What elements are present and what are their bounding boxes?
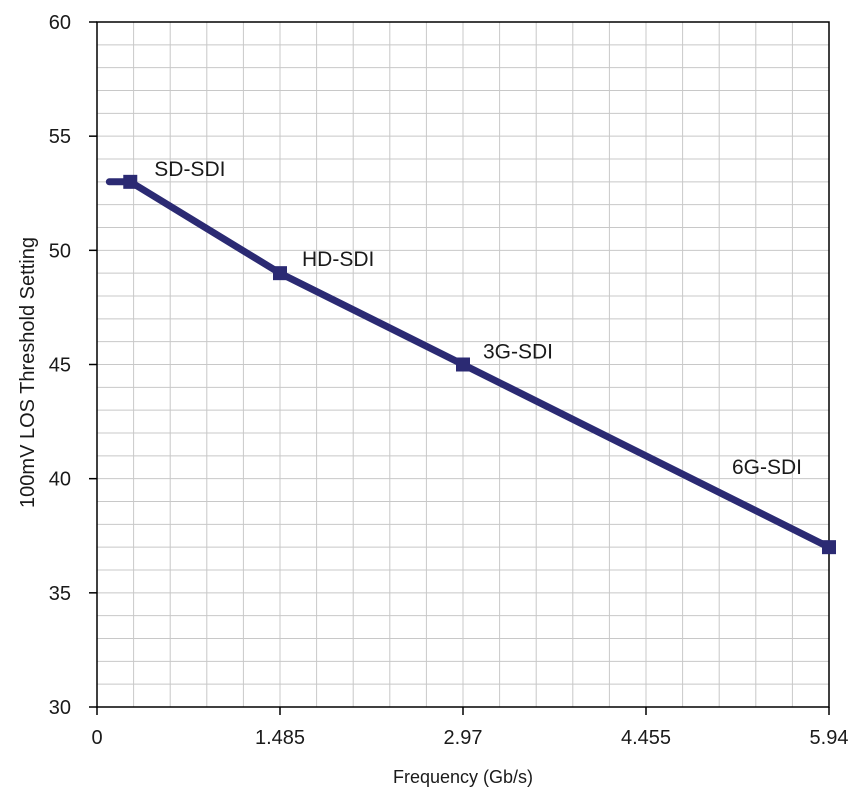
x-tick-label: 2.97 bbox=[444, 727, 483, 749]
y-axis-ticks: 30 35 40 45 50 55 60 bbox=[49, 12, 97, 719]
y-tick-label: 55 bbox=[49, 126, 71, 148]
y-tick-label: 50 bbox=[49, 240, 71, 262]
y-axis-title: 100mV LOS Threshold Setting bbox=[17, 237, 39, 508]
x-tick-label: 5.94 bbox=[810, 727, 849, 749]
y-tick-label: 60 bbox=[49, 12, 71, 34]
point-labels: SD-SDI HD-SDI 3G-SDI 6G-SDI bbox=[154, 158, 802, 479]
grid-lines bbox=[97, 22, 829, 707]
y-tick-label: 40 bbox=[49, 469, 71, 491]
data-point-label: 6G-SDI bbox=[732, 456, 802, 479]
x-axis-ticks: 0 1.485 2.97 4.455 5.94 bbox=[91, 707, 848, 749]
series-group bbox=[105, 174, 836, 555]
y-tick-label: 35 bbox=[49, 583, 71, 605]
x-axis-title: Frequency (Gb/s) bbox=[393, 767, 533, 787]
data-point-marker bbox=[273, 266, 287, 281]
y-tick-label: 30 bbox=[49, 697, 71, 719]
x-tick-label: 0 bbox=[91, 727, 102, 749]
x-tick-label: 1.485 bbox=[255, 727, 305, 749]
data-point-label: HD-SDI bbox=[302, 248, 374, 271]
data-point-marker bbox=[123, 174, 138, 189]
data-point-marker bbox=[822, 540, 836, 555]
y-tick-label: 45 bbox=[49, 355, 71, 377]
x-tick-label: 4.455 bbox=[621, 727, 671, 749]
data-point-label: 3G-SDI bbox=[483, 341, 553, 364]
data-point-label: SD-SDI bbox=[154, 158, 225, 181]
data-point-marker bbox=[456, 357, 470, 372]
